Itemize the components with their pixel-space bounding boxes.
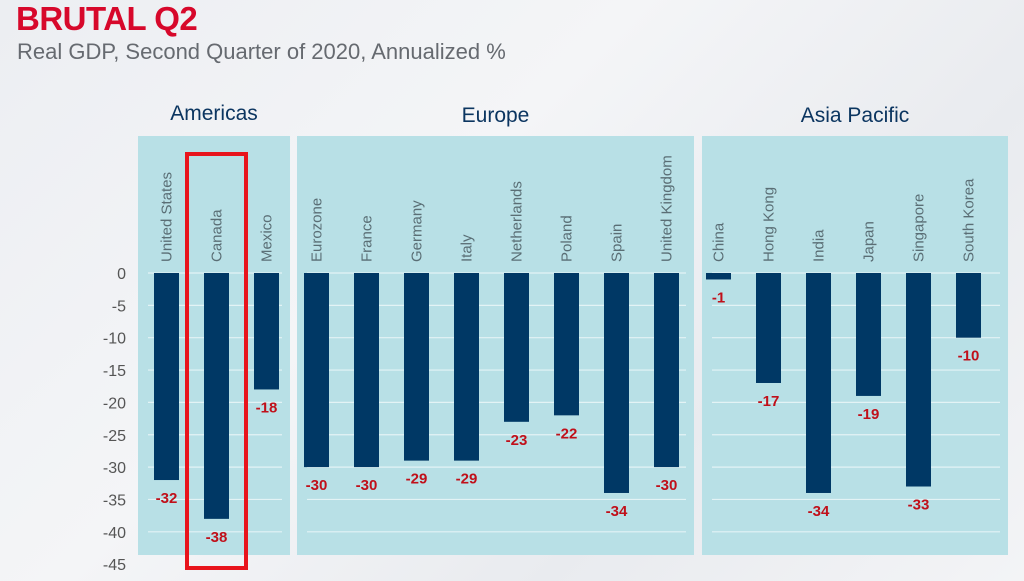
y-tick-label: -45 <box>103 557 126 574</box>
data-label: -10 <box>958 348 980 365</box>
category-label: Canada <box>209 209 226 262</box>
data-label: -23 <box>506 432 528 449</box>
category-label: Hong Kong <box>761 187 778 262</box>
y-tick-label: -30 <box>103 460 126 477</box>
category-label: Mexico <box>259 214 276 262</box>
data-label: -38 <box>206 529 228 546</box>
category-label: United States <box>159 172 176 262</box>
bar-netherlands <box>504 273 529 422</box>
y-tick-label: -10 <box>103 331 126 348</box>
data-label: -30 <box>356 477 378 494</box>
bar-mexico <box>254 273 279 390</box>
category-label: France <box>359 215 376 262</box>
y-tick-label: 0 <box>117 266 126 283</box>
y-tick-label: -15 <box>103 363 126 380</box>
bar-canada <box>204 273 229 519</box>
category-label: Poland <box>559 215 576 262</box>
bar-singapore <box>906 273 931 487</box>
data-label: -18 <box>256 399 278 416</box>
data-label: -17 <box>758 393 780 410</box>
panel-asia-pacific <box>702 136 1008 555</box>
y-tick-label: -40 <box>103 525 126 542</box>
data-label: -32 <box>156 490 178 507</box>
data-label: -29 <box>456 471 478 488</box>
bar-china <box>706 273 731 280</box>
category-label: Singapore <box>911 194 928 262</box>
category-label: Eurozone <box>309 198 326 262</box>
bar-japan <box>856 273 881 396</box>
category-label: South Korea <box>961 178 978 262</box>
bar-france <box>354 273 379 468</box>
category-label: India <box>811 229 828 262</box>
group-title-europe: Europe <box>461 104 530 127</box>
bar-poland <box>554 273 579 416</box>
bar-south-korea <box>956 273 981 338</box>
data-label: -30 <box>306 477 328 494</box>
data-label: -30 <box>656 477 678 494</box>
data-label: -1 <box>712 289 725 306</box>
category-label: Netherlands <box>509 181 526 262</box>
bar-india <box>806 273 831 493</box>
data-label: -33 <box>908 497 930 514</box>
y-tick-label: -35 <box>103 492 126 509</box>
y-tick-label: -5 <box>112 298 126 315</box>
category-label: Spain <box>609 224 626 262</box>
bar-united-kingdom <box>654 273 679 468</box>
bar-hong-kong <box>756 273 781 383</box>
group-title-americas: Americas <box>170 102 258 125</box>
category-label: Germany <box>409 200 426 262</box>
bar-spain <box>604 273 629 493</box>
group-title-asia-pacific: Asia Pacific <box>800 104 910 127</box>
bar-germany <box>404 273 429 461</box>
category-label: China <box>711 222 728 262</box>
data-label: -34 <box>606 503 628 520</box>
y-tick-label: -20 <box>103 395 126 412</box>
bar-united-states <box>154 273 179 481</box>
category-label: Italy <box>459 234 476 262</box>
data-label: -34 <box>808 503 830 520</box>
chart-subtitle: Real GDP, Second Quarter of 2020, Annual… <box>17 39 506 64</box>
bar-eurozone <box>304 273 329 468</box>
chart-title: BRUTAL Q2 <box>16 0 198 37</box>
bar-italy <box>454 273 479 461</box>
highlight-box <box>185 152 248 570</box>
data-label: -29 <box>406 471 428 488</box>
category-label: Japan <box>861 221 878 262</box>
category-label: United Kingdom <box>659 155 676 262</box>
data-label: -22 <box>556 425 578 442</box>
data-label: -19 <box>858 406 880 423</box>
y-tick-label: -25 <box>103 428 126 445</box>
